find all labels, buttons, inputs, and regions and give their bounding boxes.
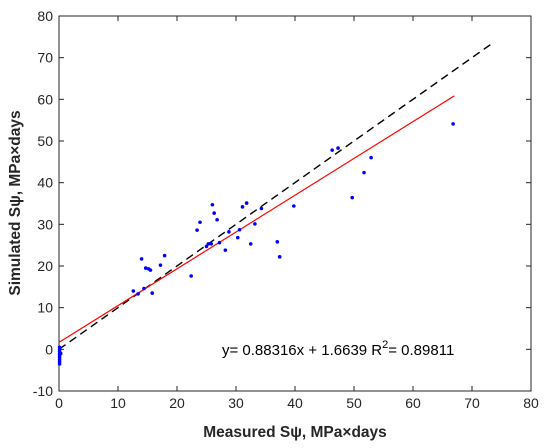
- data-point: [204, 244, 209, 249]
- y-tick-label: 30: [37, 216, 53, 232]
- identity-line: [58, 42, 494, 350]
- y-tick-label: 40: [37, 175, 53, 191]
- x-tick-label: 80: [523, 395, 539, 411]
- data-point: [150, 291, 155, 295]
- data-point: [259, 206, 264, 211]
- data-point: [215, 217, 219, 222]
- y-tick-label: 80: [37, 8, 53, 24]
- data-point: [244, 201, 249, 205]
- data-point: [362, 170, 366, 175]
- data-point: [158, 263, 163, 267]
- chart-lines: [58, 42, 494, 350]
- x-tick-label: 50: [346, 395, 362, 411]
- y-tick-label: 70: [37, 50, 53, 66]
- data-point: [369, 155, 373, 160]
- data-point: [209, 242, 214, 246]
- fit-equation-main: y= 0.88316x + 1.6639 R: [222, 342, 382, 359]
- x-axis-title: Measured Sψ, MPa×days: [203, 424, 387, 441]
- x-tick-label: 10: [110, 395, 126, 411]
- data-point: [227, 230, 231, 234]
- data-point: [223, 248, 228, 252]
- data-point: [275, 240, 280, 244]
- x-axis-ticks: 0 10 20 30 40 50 60 70 80: [55, 16, 539, 411]
- data-point: [253, 222, 257, 226]
- y-axis-title: Simulated Sψ, MPa×days: [7, 110, 24, 295]
- data-point: [336, 146, 340, 150]
- y-axis-ticks: -10 0 10 20 30 40 50 60 70 80: [33, 8, 531, 399]
- data-point: [277, 255, 282, 259]
- data-point: [57, 362, 62, 366]
- data-point: [195, 228, 199, 232]
- y-tick-label: 10: [37, 300, 53, 316]
- data-point: [148, 268, 153, 272]
- r-squared-value: = 0.89811: [388, 342, 454, 359]
- data-point: [451, 122, 455, 126]
- data-point: [350, 195, 355, 200]
- data-point: [212, 211, 216, 215]
- data-point: [136, 292, 140, 296]
- y-tick-label: 60: [37, 91, 53, 107]
- data-point: [210, 202, 215, 207]
- y-tick-label: 20: [37, 258, 53, 274]
- data-points: [57, 122, 455, 366]
- data-point: [142, 286, 146, 291]
- data-point: [143, 266, 148, 270]
- data-point: [248, 242, 253, 246]
- y-tick-label: 50: [37, 133, 53, 149]
- data-point: [206, 242, 211, 246]
- y-tick-label: 0: [45, 341, 53, 357]
- x-tick-label: 40: [287, 395, 303, 411]
- data-point: [189, 274, 193, 278]
- data-point: [292, 204, 296, 208]
- data-point: [198, 220, 202, 225]
- fit-line: [58, 95, 455, 343]
- x-tick-label: 20: [169, 395, 185, 411]
- data-point: [240, 205, 245, 209]
- data-point: [131, 289, 136, 293]
- x-tick-label: 70: [464, 395, 480, 411]
- x-tick-label: 60: [405, 395, 421, 411]
- data-point: [139, 257, 144, 261]
- data-point: [330, 148, 334, 152]
- y-tick-label: -10: [33, 383, 53, 399]
- x-tick-label: 30: [228, 395, 244, 411]
- data-point: [162, 253, 167, 258]
- x-tick-label: 0: [55, 395, 63, 411]
- data-point: [58, 351, 63, 356]
- data-point: [217, 240, 222, 245]
- data-point: [237, 227, 242, 232]
- data-point: [235, 235, 240, 240]
- r-squared-superscript: 2: [382, 339, 388, 351]
- plot-area: [58, 15, 532, 392]
- fit-equation-annotation: y= 0.88316x + 1.6639 R2= 0.89811: [222, 339, 454, 359]
